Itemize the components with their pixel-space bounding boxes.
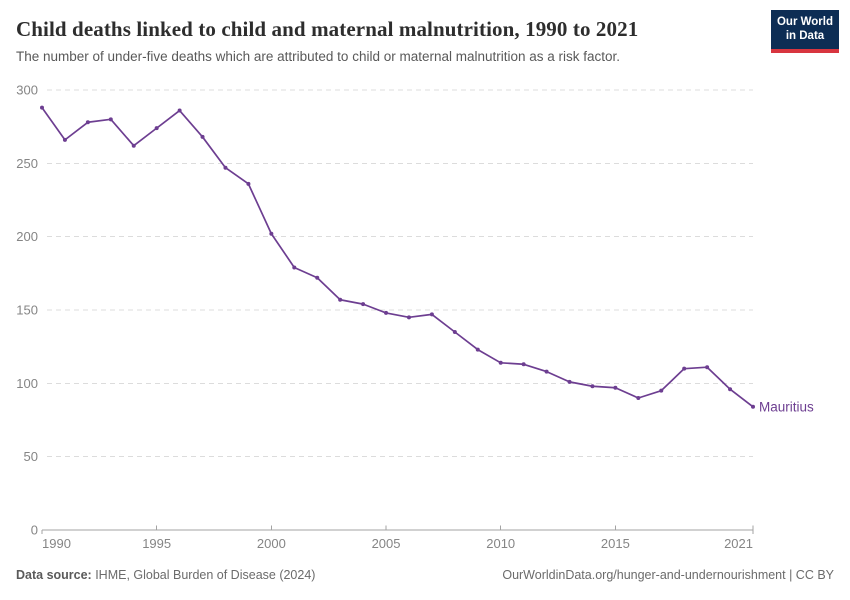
data-point[interactable] [705, 365, 710, 370]
chart-title: Child deaths linked to child and materna… [16, 17, 639, 41]
y-axis-tick-label: 250 [16, 156, 38, 171]
x-axis-tick-label: 2005 [372, 536, 401, 551]
data-source-label: Data source: [16, 568, 92, 582]
x-axis-tick-label: 2010 [486, 536, 515, 551]
owid-logo-line2: in Data [785, 29, 825, 42]
data-point[interactable] [338, 297, 343, 302]
data-point[interactable] [200, 134, 205, 139]
data-point[interactable] [131, 143, 136, 148]
data-point[interactable] [62, 137, 67, 142]
owid-logo[interactable]: Our World in Data [771, 10, 839, 53]
data-point[interactable] [521, 362, 526, 367]
x-axis-tick-label: 2021 [724, 536, 753, 551]
data-point[interactable] [108, 117, 113, 122]
data-source-text: IHME, Global Burden of Disease (2024) [91, 568, 316, 582]
data-point[interactable] [384, 310, 389, 315]
data-point[interactable] [406, 315, 411, 320]
owid-logo-line1: Our World [776, 15, 833, 28]
series-line [41, 106, 754, 408]
data-point[interactable] [567, 379, 572, 384]
data-point[interactable] [498, 360, 503, 365]
data-point[interactable] [269, 231, 274, 236]
chart-subtitle: The number of under-five deaths which ar… [16, 49, 621, 64]
data-point[interactable] [40, 105, 44, 110]
data-point[interactable] [429, 312, 434, 317]
x-axis-tick-label: 2015 [601, 536, 630, 551]
y-axis-tick-label: 0 [31, 523, 38, 538]
data-point[interactable] [246, 181, 251, 186]
data-point[interactable] [177, 108, 182, 113]
y-axis-tick-label: 150 [16, 303, 38, 318]
y-axis-tick-label: 300 [16, 83, 38, 98]
y-axis-tick-label: 100 [16, 376, 38, 391]
x-axis-tick-label: 1990 [42, 536, 71, 551]
data-point[interactable] [223, 165, 228, 170]
data-point[interactable] [751, 404, 755, 409]
data-point[interactable] [452, 330, 457, 334]
data-point[interactable] [636, 396, 641, 400]
data-source: Data source: IHME, Global Burden of Dise… [16, 568, 315, 582]
y-axis-tick-label: 200 [16, 229, 38, 244]
data-point[interactable] [728, 387, 733, 392]
data-point[interactable] [613, 385, 618, 390]
data-point[interactable] [590, 384, 595, 389]
data-point[interactable] [659, 388, 664, 393]
series-label: Mauritius [759, 399, 814, 414]
owid-link[interactable]: OurWorldinData.org/hunger-and-undernouri… [502, 568, 834, 582]
data-point[interactable] [154, 126, 159, 131]
data-point[interactable] [361, 302, 366, 307]
data-point[interactable] [544, 369, 549, 374]
y-axis-tick-label: 50 [24, 449, 38, 464]
data-point[interactable] [682, 366, 687, 371]
data-point[interactable] [475, 347, 480, 352]
data-point[interactable] [292, 265, 297, 270]
x-axis-tick-label: 1995 [142, 536, 171, 551]
x-axis-tick-label: 2000 [257, 536, 286, 551]
data-point[interactable] [315, 275, 320, 280]
data-point[interactable] [85, 120, 90, 125]
